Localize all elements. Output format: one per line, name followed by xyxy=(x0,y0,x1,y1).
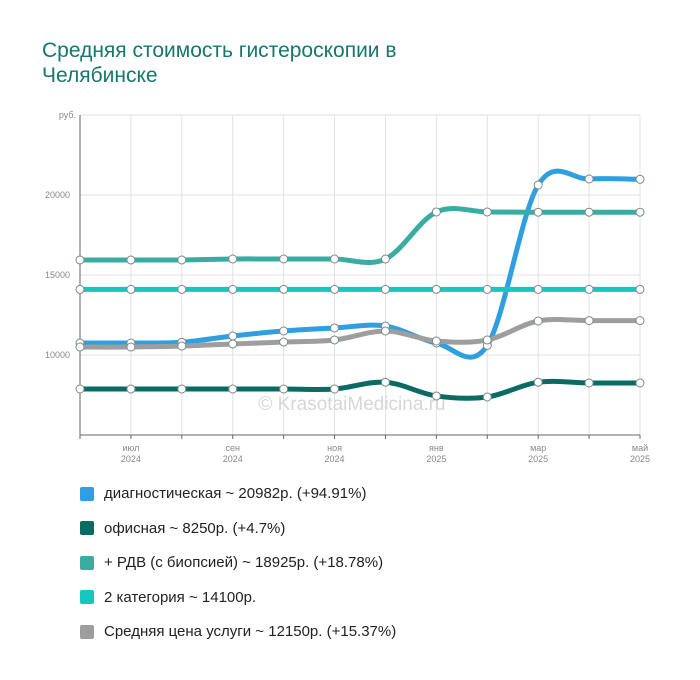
point xyxy=(533,284,543,294)
legend-label: 2 категория ~ 14100р. xyxy=(104,588,257,606)
point xyxy=(584,316,594,326)
point xyxy=(482,207,492,217)
point xyxy=(279,337,289,347)
point xyxy=(228,254,238,264)
point xyxy=(75,255,85,265)
point xyxy=(228,331,238,341)
point xyxy=(380,377,390,387)
point xyxy=(75,284,85,294)
y-unit: руб. xyxy=(59,110,76,120)
point xyxy=(431,336,441,346)
x-tick-label: мар 2025 xyxy=(528,443,549,464)
series xyxy=(75,377,645,402)
point xyxy=(533,316,543,326)
point xyxy=(177,384,187,394)
series xyxy=(75,284,645,294)
point xyxy=(431,391,441,401)
point xyxy=(482,335,492,345)
point xyxy=(228,384,238,394)
point xyxy=(380,326,390,336)
point xyxy=(279,326,289,336)
point xyxy=(482,284,492,294)
point xyxy=(431,284,441,294)
point xyxy=(75,342,85,352)
point xyxy=(228,339,238,349)
point xyxy=(177,341,187,351)
legend-item: + РДВ (с биопсией) ~ 18925р. (+18.78%) xyxy=(80,554,383,571)
point xyxy=(330,384,340,394)
point xyxy=(126,342,136,352)
y-tick-label: 10000 xyxy=(45,350,70,360)
point xyxy=(75,384,85,394)
point xyxy=(330,335,340,345)
point xyxy=(635,284,645,294)
legend-swatch xyxy=(80,590,94,604)
point xyxy=(228,284,238,294)
point xyxy=(584,207,594,217)
point xyxy=(177,255,187,265)
y-tick-label: 20000 xyxy=(45,190,70,200)
point xyxy=(126,255,136,265)
point xyxy=(380,284,390,294)
point xyxy=(584,378,594,388)
point xyxy=(380,254,390,264)
x-tick-label: сен 2024 xyxy=(222,443,243,464)
point xyxy=(635,174,645,184)
legend-label: + РДВ (с биопсией) ~ 18925р. (+18.78%) xyxy=(104,554,384,571)
legend-item: офисная ~ 8250р. (+4.7%) xyxy=(80,520,285,537)
legend-swatch xyxy=(80,521,94,535)
x-tick-label: янв 2025 xyxy=(426,443,447,464)
point xyxy=(635,316,645,326)
line xyxy=(77,206,643,265)
legend-swatch xyxy=(80,624,94,639)
point xyxy=(584,174,594,184)
point xyxy=(584,284,594,294)
series xyxy=(75,316,645,352)
legend-swatch xyxy=(80,555,94,570)
point xyxy=(279,384,289,394)
point xyxy=(431,207,441,217)
point xyxy=(533,377,543,387)
legend-swatch xyxy=(80,486,94,501)
legend-item: диагностическая ~ 20982р. (+94.91%) xyxy=(80,485,366,502)
point xyxy=(279,254,289,264)
legend-item: Средняя цена услуги ~ 12150р. (+15.37%) xyxy=(80,623,396,640)
point xyxy=(635,207,645,217)
legend-label: диагностическая ~ 20982р. (+94.91%) xyxy=(104,485,367,502)
point xyxy=(330,284,340,294)
point xyxy=(635,378,645,388)
y-tick-label: 15000 xyxy=(45,270,70,280)
point xyxy=(482,392,492,402)
legend-label: Средняя цена услуги ~ 12150р. (+15.37%) xyxy=(104,623,397,640)
x-tick-label: май 2025 xyxy=(629,443,651,464)
point xyxy=(177,284,187,294)
legend-item: 2 категория ~ 14100р. xyxy=(80,589,256,606)
x-tick-label: ноя 2024 xyxy=(324,443,345,464)
point xyxy=(279,284,289,294)
watermark: © KrasotaiMedicina.ru xyxy=(258,394,445,415)
point xyxy=(126,384,136,394)
series xyxy=(75,206,645,265)
point xyxy=(126,284,136,294)
point xyxy=(533,180,543,190)
point xyxy=(533,207,543,217)
legend-label: офисная ~ 8250р. (+4.7%) xyxy=(104,519,286,537)
chart-title: Средняя стоимость гистероскопии в Челяби… xyxy=(42,39,397,87)
point xyxy=(330,323,340,333)
point xyxy=(330,254,340,264)
x-tick-label: июл 2024 xyxy=(120,443,141,464)
